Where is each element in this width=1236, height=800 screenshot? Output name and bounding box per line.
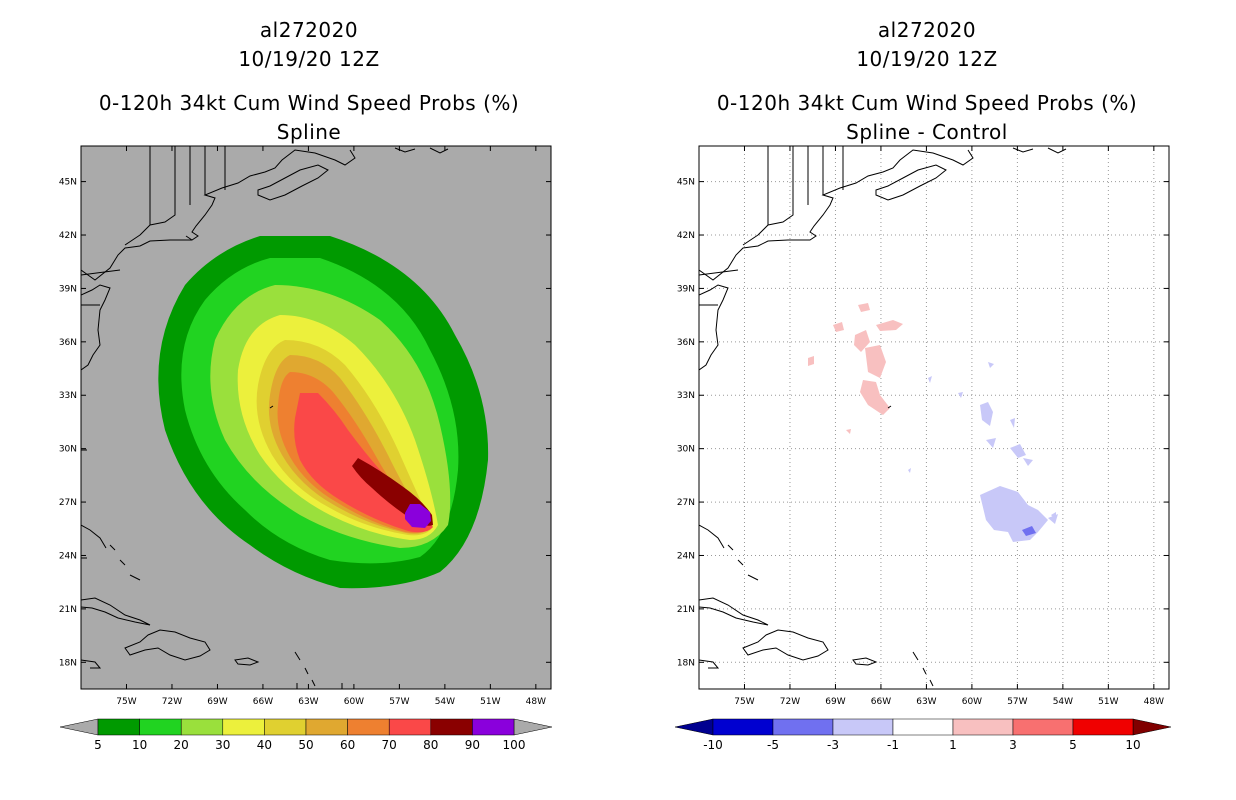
neg-blob-1 <box>980 402 993 426</box>
nova-scotia-2 <box>875 164 947 201</box>
map-frame-2 <box>698 145 1170 690</box>
hispaniola <box>124 629 211 661</box>
florida-bahamas <box>81 524 141 581</box>
neg-blob-12 <box>908 468 911 473</box>
storm-id-2: al272020 <box>877 18 977 42</box>
neg-blob-6 <box>1010 418 1015 428</box>
pos-blob-6 <box>808 356 814 366</box>
state-borders <box>81 146 226 306</box>
map-background-2 <box>699 146 1169 689</box>
state-borders-2 <box>699 146 844 306</box>
jamaica-lesser-antilles <box>81 651 316 687</box>
chart-subtitle-2: Spline - Control <box>846 120 1008 144</box>
pos-blob-4 <box>854 330 870 352</box>
difference-map <box>698 145 1170 690</box>
coastline-north-america <box>81 149 356 371</box>
pos-blob-1 <box>858 303 870 312</box>
difference-panel: al272020 10/19/20 12Z 0-120h 34kt Cum Wi… <box>618 0 1236 800</box>
spline-panel: al272020 10/19/20 12Z 0-120h 34kt Cum Wi… <box>59 18 553 752</box>
pos-blob-3 <box>833 322 844 332</box>
pos-blob-7 <box>860 380 890 415</box>
neg-blob-5 <box>986 438 996 448</box>
neg-core <box>1022 526 1036 536</box>
bermuda-2 <box>887 405 892 409</box>
chart-subtitle: Spline <box>276 120 342 144</box>
cuba-2 <box>699 597 769 626</box>
coastline-north-america-2 <box>699 149 974 371</box>
neg-blob-11 <box>1051 512 1056 520</box>
spline-map <box>80 145 552 690</box>
neg-blob-2 <box>958 392 963 398</box>
coastlines <box>81 146 449 687</box>
storm-id: al272020 <box>259 18 359 42</box>
difference-contours <box>808 303 1058 542</box>
cuba <box>81 597 151 626</box>
datetime: 10/19/20 12Z <box>238 47 380 71</box>
chart-title: 0-120h 34kt Cum Wind Speed Probs (%) <box>98 91 520 115</box>
hispaniola-2 <box>742 629 829 661</box>
map-frame <box>80 145 552 690</box>
nova-scotia <box>257 164 329 201</box>
neg-blob-8 <box>1023 458 1033 466</box>
florida-bahamas-2 <box>699 524 759 581</box>
cape-cod <box>185 235 193 241</box>
pos-blob-8 <box>846 429 851 434</box>
dotted-grid <box>699 146 1169 689</box>
pos-blob-5 <box>865 345 886 378</box>
datetime-2: 10/19/20 12Z <box>856 47 998 71</box>
neg-blob-4 <box>988 362 994 368</box>
axis-ticks <box>81 449 343 689</box>
neg-blob-3 <box>928 376 932 383</box>
neg-blob-7 <box>1010 444 1026 458</box>
bermuda <box>269 405 274 409</box>
jamaica-lesser-antilles-2 <box>699 651 934 687</box>
chart-title-2: 0-120h 34kt Cum Wind Speed Probs (%) <box>716 91 1138 115</box>
contour-90 <box>405 504 431 528</box>
probability-contours <box>158 236 489 589</box>
coastlines-2 <box>699 146 1067 687</box>
pos-blob-2 <box>876 320 903 331</box>
